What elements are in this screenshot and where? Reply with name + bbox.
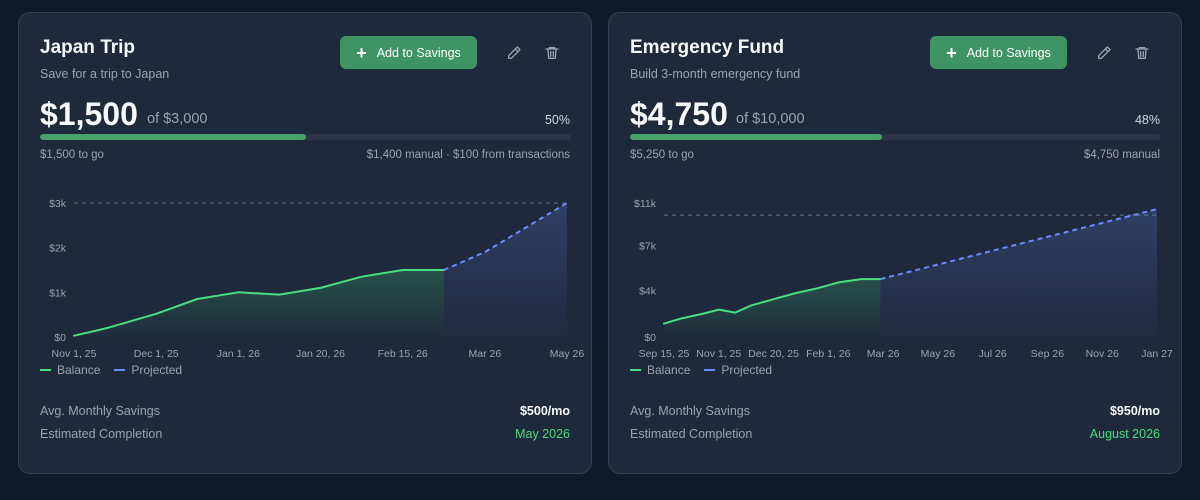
x-tick-label: May 26 <box>550 348 585 360</box>
pencil-icon <box>508 46 521 59</box>
balance-line <box>73 269 445 337</box>
balance-area <box>74 270 444 337</box>
avg-monthly-value: $950/mo <box>1109 404 1160 418</box>
balance-area <box>664 279 881 337</box>
legend-balance: Balance <box>630 363 690 377</box>
x-tick-label: May 26 <box>921 348 956 360</box>
delete-goal-button[interactable] <box>1131 42 1153 64</box>
edit-goal-button[interactable] <box>1093 42 1115 64</box>
progress-percent: 50% <box>544 113 570 127</box>
legend-balance: Balance <box>40 363 100 377</box>
projected-area <box>880 209 1157 337</box>
goal-title: Emergency Fund <box>630 37 785 58</box>
remaining-amount: $5,250 to go <box>630 149 694 161</box>
chart-legend: Balance Projected <box>40 363 182 377</box>
x-tick-label: Sep 26 <box>1031 348 1064 360</box>
progress-bar <box>630 134 1161 140</box>
x-tick-label: Dec 1, 25 <box>134 348 179 360</box>
y-tick-label: $0 <box>54 332 66 344</box>
projected-line <box>443 202 568 271</box>
legend-projected: Projected <box>704 363 772 377</box>
balance-swatch <box>40 369 51 371</box>
y-tick-label: $2k <box>49 243 67 255</box>
add-to-savings-label: Add to Savings <box>966 45 1051 60</box>
projected-line <box>880 208 1158 281</box>
x-tick-label: Mar 26 <box>867 348 900 360</box>
x-tick-label: Dec 20, 25 <box>748 348 799 360</box>
plus-icon: + <box>356 42 367 63</box>
trash-icon <box>1135 47 1149 59</box>
pencil-icon <box>1098 46 1111 59</box>
y-tick-label: $1k <box>49 287 67 299</box>
x-tick-label: Mar 26 <box>468 348 501 360</box>
goal-subtitle: Save for a trip to Japan <box>40 67 170 81</box>
contribution-breakdown: $1,400 manual · $100 from transactions <box>366 149 570 161</box>
legend-balance-label: Balance <box>647 363 691 377</box>
goal-title: Japan Trip <box>40 37 136 58</box>
projected-swatch <box>114 369 126 371</box>
x-tick-label: Jul 26 <box>979 348 1007 360</box>
y-tick-label: $7k <box>639 241 657 253</box>
est-completion-label: Estimated Completion <box>630 427 753 441</box>
saved-amount: $1,500 <box>40 96 138 132</box>
goal-card-japan-trip: Japan Trip Save for a trip to Japan + Ad… <box>18 12 592 474</box>
goal-card-emergency-fund: Emergency Fund Build 3-month emergency f… <box>608 12 1182 474</box>
add-to-savings-button[interactable]: + Add to Savings <box>340 36 477 69</box>
chart-legend: Balance Projected <box>630 363 772 377</box>
progress-fill <box>40 134 306 140</box>
progress-bar <box>40 134 571 140</box>
y-tick-label: $3k <box>49 198 67 210</box>
y-tick-label: $4k <box>639 286 657 298</box>
target-amount: of $3,000 <box>147 111 208 127</box>
x-tick-label: Nov 1, 25 <box>52 348 97 360</box>
est-completion-value: May 2026 <box>515 427 570 441</box>
avg-monthly-label: Avg. Monthly Savings <box>40 404 160 418</box>
y-tick-label: $11k <box>634 198 657 210</box>
contribution-breakdown: $4,750 manual <box>1083 149 1160 161</box>
y-tick-label: $0 <box>644 332 656 344</box>
x-tick-label: Sep 15, 25 <box>639 348 690 360</box>
balance-swatch <box>630 369 641 371</box>
edit-goal-button[interactable] <box>503 42 525 64</box>
x-tick-label: Jan 27 <box>1141 348 1173 360</box>
saved-amount: $4,750 <box>630 96 728 132</box>
delete-goal-button[interactable] <box>541 42 563 64</box>
legend-projected: Projected <box>114 363 182 377</box>
progress-percent: 48% <box>1134 113 1160 127</box>
avg-monthly-value: $500/mo <box>519 404 570 418</box>
x-tick-label: Feb 15, 26 <box>378 348 428 360</box>
x-tick-label: Jan 20, 26 <box>296 348 345 360</box>
x-tick-label: Feb 1, 26 <box>806 348 851 360</box>
add-to-savings-label: Add to Savings <box>376 45 461 60</box>
projected-area <box>443 203 567 337</box>
legend-projected-label: Projected <box>131 363 183 377</box>
est-completion-value: August 2026 <box>1089 427 1160 441</box>
add-to-savings-button[interactable]: + Add to Savings <box>930 36 1067 69</box>
est-completion-label: Estimated Completion <box>40 427 163 441</box>
avg-monthly-label: Avg. Monthly Savings <box>630 404 750 418</box>
remaining-amount: $1,500 to go <box>40 149 104 161</box>
x-tick-label: Jan 1, 26 <box>217 348 260 360</box>
balance-line <box>663 278 882 325</box>
savings-chart: $3k $2k $1k $0 Nov 1, 25 Dec 1, 25 Jan 1, 26 Ja… <box>49 198 585 360</box>
projected-swatch <box>704 369 716 371</box>
legend-projected-label: Projected <box>721 363 773 377</box>
plus-icon: + <box>946 42 957 63</box>
legend-balance-label: Balance <box>57 363 101 377</box>
x-tick-label: Nov 1, 25 <box>696 348 741 360</box>
progress-fill <box>630 134 883 140</box>
x-tick-label: Nov 26 <box>1086 348 1119 360</box>
trash-icon <box>545 47 559 59</box>
goal-subtitle: Build 3-month emergency fund <box>630 67 801 81</box>
target-amount: of $10,000 <box>736 111 805 127</box>
savings-chart: $11k $7k $4k $0 Sep 15, 25 Nov 1, 25 Dec 20, 2… <box>634 198 1173 360</box>
